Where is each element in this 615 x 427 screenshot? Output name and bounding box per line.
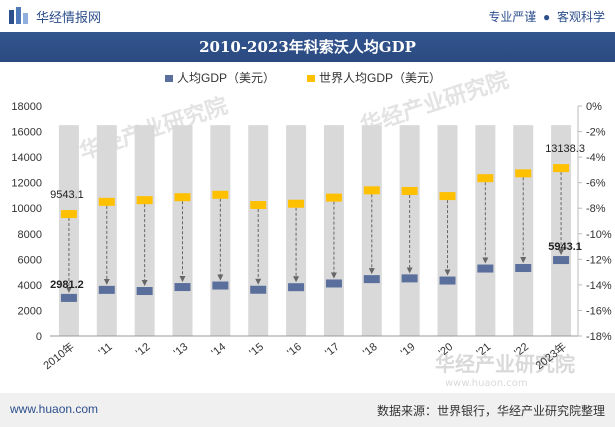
- world-gdp-marker: [477, 174, 494, 183]
- kosovo-gdp-marker: [325, 279, 342, 288]
- x-tick-label: '18: [361, 341, 380, 359]
- x-tick-label: '12: [134, 341, 153, 359]
- watermark-url: www.huaon.com: [445, 378, 528, 389]
- y-right-tick-label: 0%: [586, 101, 602, 113]
- y-right-tick-label: -18%: [586, 331, 612, 343]
- kosovo-gdp-marker: [553, 256, 570, 265]
- kosovo-gdp-marker: [439, 276, 456, 285]
- world-gdp-marker: [439, 192, 456, 201]
- watermark-text: 华经产业研究院: [435, 352, 575, 376]
- y-left-tick-label: 18000: [11, 101, 42, 113]
- y-left-tick-label: 12000: [11, 178, 42, 190]
- world-gdp-marker: [515, 169, 532, 178]
- slogan-dot-icon: ●: [539, 10, 554, 24]
- world-gdp-marker: [325, 193, 342, 202]
- kosovo-gdp-marker: [212, 281, 229, 290]
- kosovo-gdp-marker: [288, 283, 305, 292]
- x-tick-label: '14: [210, 341, 229, 359]
- huajing-logo-icon: [9, 7, 28, 24]
- world-gdp-marker: [553, 164, 570, 173]
- y-right-tick-label: -10%: [586, 229, 612, 241]
- kosovo-gdp-marker: [515, 264, 532, 273]
- legend-label-kosovo: 人均GDP（美元）: [177, 71, 275, 85]
- kosovo-gdp-marker: [136, 287, 153, 296]
- y-left-tick-label: 0: [36, 331, 42, 343]
- y-left-tick-label: 16000: [11, 127, 42, 139]
- kosovo-gdp-marker: [174, 283, 191, 292]
- kosovo-gdp-marker: [250, 285, 267, 294]
- y-right-tick-label: -2%: [586, 127, 606, 139]
- world-gdp-marker: [363, 186, 380, 195]
- dot-plot-chart: 华经产业研究院华经产业研究院华经产业研究院www.huaon.com020004…: [11, 67, 612, 389]
- y-right-tick-label: -6%: [586, 178, 606, 190]
- brand-name: 华经情报网: [36, 9, 102, 25]
- column-band: [551, 125, 572, 336]
- legend-label-world: 世界人均GDP（美元）: [319, 71, 441, 85]
- world-gdp-marker: [136, 196, 153, 205]
- footer: www.huaon.com 数据来源：世界银行，华经产业研究院整理: [0, 393, 615, 427]
- y-right-tick-label: -8%: [586, 203, 606, 215]
- kosovo-gdp-marker: [477, 264, 494, 273]
- column-band: [172, 125, 193, 336]
- legend-swatch-world: [307, 75, 315, 82]
- y-right-tick-label: -4%: [586, 152, 606, 164]
- world-gdp-marker: [401, 186, 418, 195]
- x-tick-label: '15: [247, 341, 266, 359]
- column-band: [96, 125, 117, 336]
- y-left-tick-label: 14000: [11, 152, 42, 164]
- kosovo-gdp-marker: [98, 285, 115, 294]
- footer-source: 数据来源：世界银行，华经产业研究院整理: [376, 404, 605, 418]
- y-right-tick-label: -14%: [586, 280, 612, 292]
- y-left-tick-label: 6000: [18, 254, 42, 266]
- slogan-right: 客观科学: [556, 10, 605, 24]
- slogan-left: 专业严谨: [488, 10, 537, 24]
- x-tick-label: '11: [97, 341, 115, 359]
- x-tick-label: '13: [172, 341, 191, 359]
- x-tick-label: '16: [285, 341, 304, 359]
- y-left-tick-label: 10000: [11, 203, 42, 215]
- top-bar: 华经情报网 专业严谨 ● 客观科学: [0, 0, 615, 32]
- column-band: [513, 125, 534, 336]
- y-left-tick-label: 2000: [18, 305, 42, 317]
- data-label: 2981.2: [50, 279, 84, 291]
- column-band: [475, 125, 496, 336]
- kosovo-gdp-marker: [363, 275, 380, 284]
- y-left-tick-label: 8000: [18, 229, 42, 241]
- x-tick-label: '19: [399, 341, 418, 359]
- world-gdp-marker: [250, 201, 267, 210]
- world-gdp-marker: [60, 210, 77, 219]
- x-tick-label: '17: [323, 341, 342, 359]
- kosovo-gdp-marker: [401, 274, 418, 283]
- column-band: [323, 125, 344, 336]
- legend-swatch-kosovo: [165, 75, 173, 82]
- world-gdp-marker: [98, 197, 115, 206]
- x-tick-label: 2010年: [40, 339, 77, 372]
- y-right-tick-label: -12%: [586, 254, 612, 266]
- slogan: 专业严谨 ● 客观科学: [488, 8, 605, 25]
- data-label: 5943.1: [548, 241, 582, 253]
- y-right-tick-label: -16%: [586, 305, 612, 317]
- data-label: 9543.1: [50, 189, 84, 201]
- world-gdp-marker: [174, 193, 191, 202]
- chart-title: 2010-2023年科索沃人均GDP: [0, 32, 615, 62]
- kosovo-gdp-marker: [60, 293, 77, 302]
- data-label: 13138.3: [545, 143, 585, 155]
- world-gdp-marker: [288, 199, 305, 208]
- brand[interactable]: 华经情报网: [8, 6, 101, 26]
- world-gdp-marker: [212, 190, 229, 199]
- y-left-tick-label: 4000: [18, 280, 42, 292]
- footer-url[interactable]: www.huaon.com: [10, 402, 99, 416]
